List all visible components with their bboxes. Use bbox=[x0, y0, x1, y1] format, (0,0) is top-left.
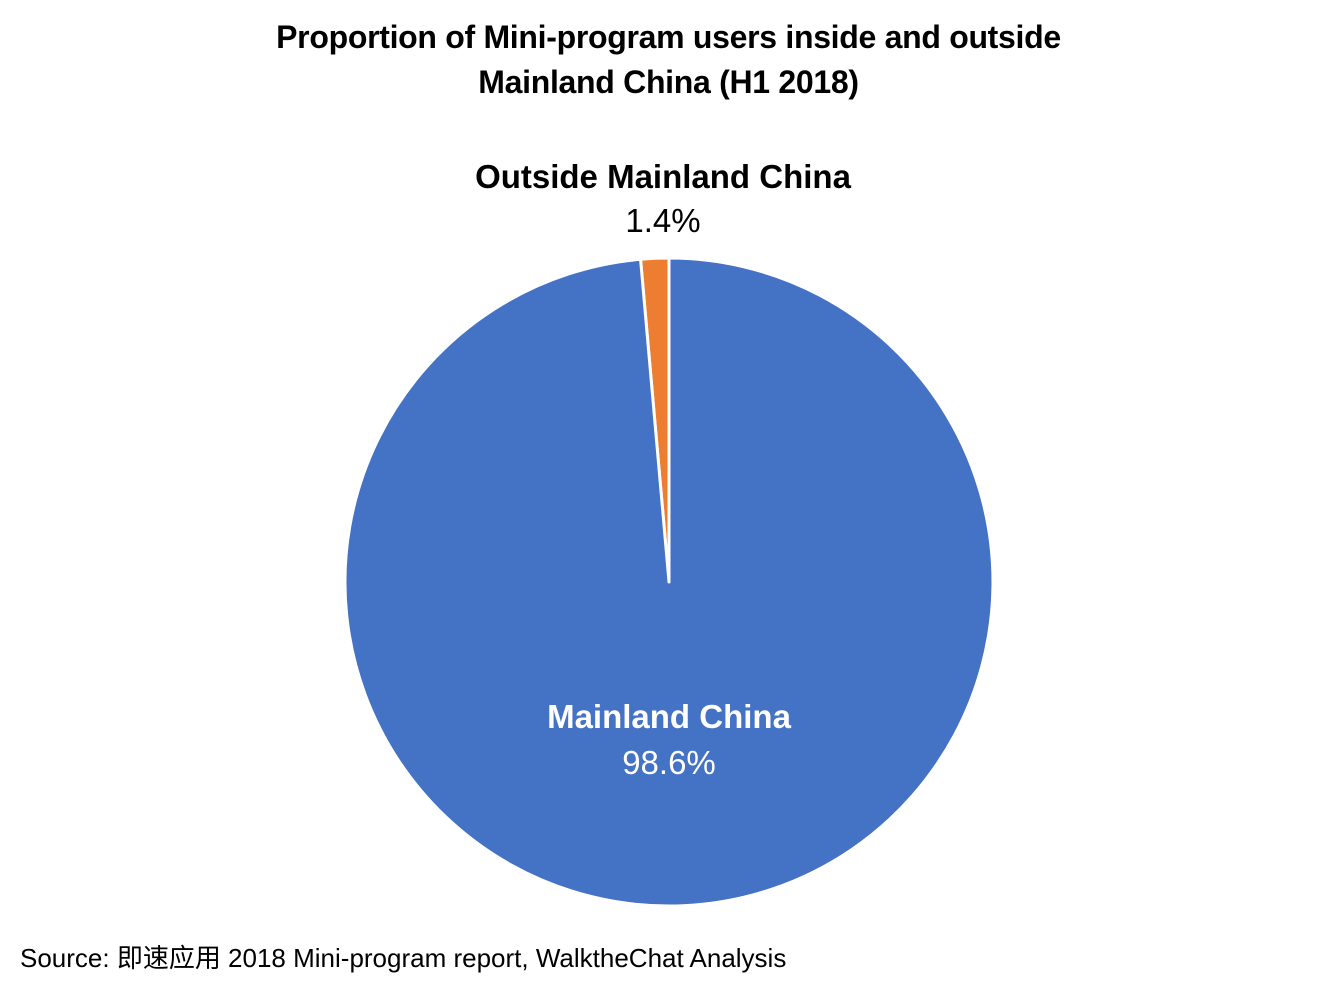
chart-title-line-2: Mainland China (H1 2018) bbox=[478, 64, 859, 100]
slice-value-mainland-china: 98.6% bbox=[622, 744, 716, 781]
chart-title-line-1: Proportion of Mini-program users inside … bbox=[276, 19, 1061, 55]
slice-label-outside-mainland-china: Outside Mainland China bbox=[475, 158, 852, 195]
source-note: Source: 即速应用 2018 Mini-program report, W… bbox=[20, 943, 787, 973]
pie-slices bbox=[343, 256, 995, 908]
pie-labels: Outside Mainland China 1.4% Mainland China… bbox=[475, 158, 852, 781]
slice-value-outside-mainland-china: 1.4% bbox=[625, 202, 700, 239]
slice-label-mainland-china: Mainland China bbox=[547, 698, 791, 735]
pie-slice-mainland-china bbox=[343, 256, 995, 908]
